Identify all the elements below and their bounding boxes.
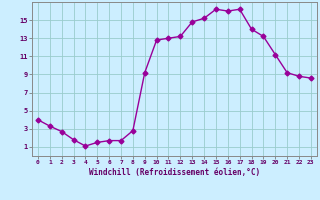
- X-axis label: Windchill (Refroidissement éolien,°C): Windchill (Refroidissement éolien,°C): [89, 168, 260, 177]
